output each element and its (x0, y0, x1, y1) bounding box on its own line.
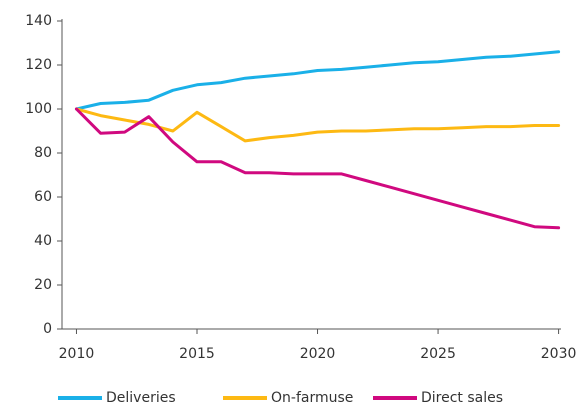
y-tick-label: 40 (34, 233, 52, 249)
y-tick-label: 80 (34, 145, 52, 161)
legend-label: Direct sales (421, 390, 503, 406)
x-tick-label: 2015 (179, 346, 215, 362)
data-line (74, 107, 561, 143)
x-tick-label: 2010 (59, 346, 95, 362)
legend-label: Deliveries (106, 390, 176, 406)
x-tick-label: 2020 (300, 346, 336, 362)
x-tick-label: 2025 (420, 346, 456, 362)
y-tick-label: 100 (25, 101, 52, 117)
y-tick-label: 20 (34, 277, 52, 293)
y-tick-label: 60 (34, 189, 52, 205)
data-line (74, 107, 561, 230)
y-tick-label: 0 (43, 321, 52, 337)
data-line (74, 50, 561, 111)
x-tick-label: 2030 (541, 346, 577, 362)
legend-label: On-farmuse (271, 390, 353, 406)
y-tick-label: 140 (25, 13, 52, 29)
y-tick-label: 120 (25, 57, 52, 73)
